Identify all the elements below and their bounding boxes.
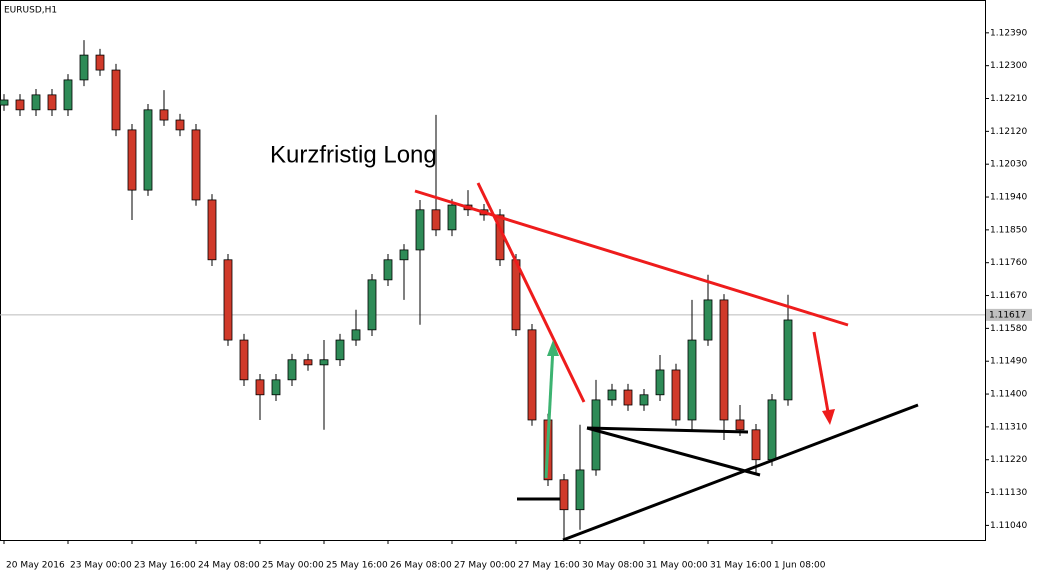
candle-body	[63, 79, 73, 111]
y-tick-label: 1.11400	[990, 390, 1027, 400]
down-arrow-head	[822, 409, 835, 425]
y-tick-label: 1.12390	[990, 28, 1027, 38]
up-arrow	[544, 346, 555, 479]
candle-body	[591, 399, 601, 471]
candle-body	[687, 339, 697, 421]
x-tick-label: 25 May 00:00	[262, 561, 324, 571]
up-arrow-head	[547, 340, 559, 356]
x-tick-label: 27 May 16:00	[518, 561, 580, 571]
candle-body	[719, 299, 729, 421]
y-tick-label: 1.12120	[990, 127, 1027, 137]
candle-body	[351, 329, 361, 341]
candle-body	[655, 369, 665, 396]
candle-body	[751, 429, 761, 461]
y-tick-label: 1.11130	[990, 488, 1027, 498]
candle-body	[0, 99, 9, 106]
y-tick-label: 1.11850	[990, 225, 1027, 235]
y-tick-label: 1.12300	[990, 61, 1027, 71]
y-tick-label: 1.11220	[990, 455, 1027, 465]
candle-body	[415, 209, 425, 251]
y-tick-label: 1.11760	[990, 258, 1027, 268]
candle-body	[367, 279, 377, 331]
current-price-box	[986, 308, 1032, 321]
down-arrow	[812, 331, 830, 413]
y-tick-label: 1.12030	[990, 160, 1027, 170]
candle-body	[623, 389, 633, 406]
candle-body	[527, 329, 537, 421]
candle-body	[703, 299, 713, 341]
candle-body	[31, 94, 41, 111]
candle-body	[207, 199, 217, 261]
x-tick-label: 30 May 08:00	[582, 561, 644, 571]
candle-body	[447, 204, 457, 231]
candle-body	[559, 479, 569, 511]
candle-body	[79, 54, 89, 81]
plot-area	[0, 40, 985, 540]
candle-body	[95, 54, 105, 71]
x-tick-label: 26 May 08:00	[390, 561, 452, 571]
y-tick-label: 1.11670	[990, 291, 1027, 301]
current-price-label: 1.11617	[989, 310, 1026, 320]
y-tick-label: 1.11490	[990, 357, 1027, 367]
plot-frame	[0, 0, 986, 541]
candle-body	[159, 109, 169, 121]
y-tick-label: 1.11040	[990, 521, 1027, 531]
candle-body	[223, 259, 233, 341]
candle-body	[271, 379, 281, 396]
x-tick-label: 25 May 16:00	[326, 561, 388, 571]
candle-body	[143, 109, 153, 191]
y-tick-label: 1.12210	[990, 94, 1027, 104]
y-tick-label: 1.11310	[990, 422, 1027, 432]
candle-body	[47, 94, 57, 111]
candle-body	[111, 69, 121, 131]
candle-body	[127, 129, 137, 191]
x-tick-label: 24 May 08:00	[198, 561, 260, 571]
y-tick-label: 1.11580	[990, 324, 1027, 334]
candle-body	[175, 119, 185, 131]
x-tick-label: 31 May 16:00	[710, 561, 772, 571]
candle-body	[735, 419, 745, 431]
candle-body	[783, 319, 793, 401]
candle-body	[383, 259, 393, 281]
candle-body	[239, 339, 249, 381]
x-tick-label: 23 May 00:00	[70, 561, 132, 571]
candle-body	[399, 249, 409, 261]
x-tick-label: 23 May 16:00	[134, 561, 196, 571]
x-tick-label: 1 Jun 08:00	[774, 561, 826, 571]
candle-body	[575, 469, 585, 511]
support-line	[562, 403, 919, 542]
candle-body	[671, 369, 681, 421]
candle-body	[303, 359, 313, 366]
annotation: Kurzfristig Long	[270, 141, 437, 168]
candle-body	[255, 379, 265, 396]
trend-line	[476, 182, 586, 403]
candle-body	[319, 359, 329, 366]
chart-title: EURUSD,H1	[4, 6, 57, 16]
candle-body	[607, 389, 617, 401]
y-tick-label: 1.11940	[990, 193, 1027, 203]
x-tick-label: 31 May 00:00	[646, 561, 708, 571]
candle-body	[431, 209, 441, 231]
candle-body	[767, 399, 777, 461]
candle-body	[191, 129, 201, 201]
candle-body	[15, 99, 25, 111]
candle-body	[287, 359, 297, 381]
flag-line	[586, 426, 761, 477]
candle-body	[335, 339, 345, 361]
resistance-line	[414, 189, 849, 327]
candle-body	[639, 394, 649, 406]
x-tick-label: 20 May 2016	[6, 561, 65, 571]
x-tick-label: 27 May 00:00	[454, 561, 516, 571]
flag-line	[586, 426, 749, 434]
